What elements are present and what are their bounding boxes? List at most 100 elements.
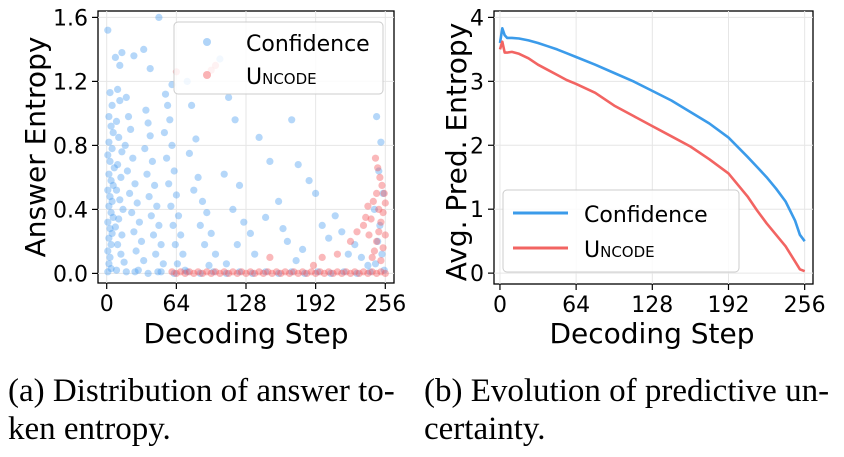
confidence-point: [201, 241, 209, 249]
panel-b-y-tick-label: 4: [470, 6, 484, 31]
confidence-point: [108, 197, 116, 205]
confidence-point: [299, 245, 307, 253]
panel-b-ticks: 0 64 128 192 256 0 1 2 3 4: [470, 6, 826, 318]
uncode-point: [325, 268, 333, 276]
uncode-point: [316, 268, 324, 276]
confidence-point: [143, 170, 151, 178]
confidence-point: [112, 117, 121, 125]
confidence-point: [181, 266, 189, 274]
confidence-point: [255, 133, 263, 141]
panel-a-scatter: 0 64 128 192 256 0.0 0.4 0.8 1.2 1.6 Decoding Ste…: [19, 6, 406, 350]
confidence-point: [127, 125, 135, 133]
confidence-point: [357, 253, 365, 261]
panel-b-legend-box: [502, 189, 740, 273]
uncode-point: [329, 269, 337, 277]
uncode-point: [367, 215, 375, 223]
panel-b-x-tick-label: 192: [707, 293, 749, 318]
confidence-point: [220, 170, 228, 178]
uncode-point: [251, 269, 259, 277]
confidence-point: [117, 250, 125, 258]
confidence-point: [275, 197, 283, 205]
uncode-point: [307, 268, 315, 276]
confidence-point: [153, 202, 161, 210]
panel-a-y-tick-label: 1.6: [53, 6, 88, 31]
uncode-point: [211, 268, 220, 276]
confidence-point: [327, 269, 335, 277]
confidence-point: [107, 265, 115, 273]
confidence-point: [283, 237, 291, 245]
confidence-point: [116, 61, 124, 69]
uncode-point: [255, 268, 263, 276]
uncode-point: [181, 269, 189, 277]
confidence-point: [112, 266, 121, 274]
confidence-point: [105, 138, 113, 146]
uncode-point: [320, 269, 328, 277]
panel-a-legend-box: [173, 21, 384, 95]
confidence-point: [331, 212, 339, 220]
confidence-point: [137, 237, 146, 245]
uncode-point: [381, 269, 389, 277]
confidence-point: [128, 209, 136, 217]
confidence-point: [123, 167, 131, 175]
panel-b-y-tick-label: 2: [470, 134, 484, 159]
confidence-point: [240, 218, 248, 226]
confidence-point: [159, 260, 167, 268]
confidence-point: [105, 113, 113, 121]
uncode-point: [364, 202, 372, 210]
panel-a-uncode-points: [168, 61, 389, 277]
confidence-point: [108, 229, 116, 237]
confidence-point: [133, 199, 141, 207]
uncode-point: [353, 228, 361, 236]
confidence-point: [251, 250, 259, 258]
legend-label-uncode: Uncode: [246, 65, 317, 90]
panel-a-x-tick-label: 256: [364, 292, 406, 317]
uncode-point: [364, 269, 372, 277]
confidence-point: [106, 157, 114, 165]
confidence-point: [161, 90, 170, 98]
uncode-point: [185, 268, 193, 276]
caption-b-line-1: (b) Evolution of predictive un-: [424, 373, 830, 409]
confidence-point: [209, 268, 217, 276]
confidence-point: [157, 268, 165, 276]
uncode-point: [369, 197, 377, 205]
confidence-point: [120, 258, 128, 266]
uncode-point: [177, 268, 185, 276]
uncode-point: [290, 268, 298, 276]
uncode-point: [268, 269, 276, 277]
uncode-point: [233, 269, 241, 277]
confidence-point: [173, 260, 181, 268]
confidence-point: [351, 241, 359, 249]
uncode-point: [333, 268, 341, 276]
uncode-point: [379, 209, 387, 217]
confidence-point: [132, 247, 140, 255]
confidence-point: [104, 247, 112, 255]
uncode-point: [373, 269, 381, 277]
confidence-point: [146, 65, 154, 73]
uncode-point: [266, 253, 274, 261]
confidence-point: [314, 268, 322, 276]
confidence-point: [105, 170, 113, 178]
panel-a-x-tick-label: 192: [295, 292, 337, 317]
panel-a-y-tick-label: 1.2: [53, 70, 88, 95]
confidence-point: [106, 253, 114, 261]
confidence-point: [130, 228, 138, 236]
panel-b-legend: Confidence Uncode: [502, 189, 740, 273]
confidence-point: [130, 52, 138, 60]
confidence-point: [112, 186, 121, 194]
confidence-point: [107, 177, 115, 185]
confidence-point: [172, 191, 180, 199]
confidence-point: [107, 209, 115, 217]
confidence-point: [198, 197, 207, 205]
confidence-point: [124, 113, 133, 121]
uncode-point: [294, 269, 302, 277]
panel-a-x-tick-label: 0: [100, 292, 114, 317]
uncode-point: [368, 253, 376, 261]
confidence-point: [370, 205, 378, 213]
confidence-point: [119, 205, 127, 213]
confidence-point: [377, 138, 385, 146]
uncode-point: [198, 269, 207, 277]
confidence-point: [131, 180, 139, 188]
confidence-point: [371, 260, 380, 268]
uncode-point: [374, 164, 382, 172]
uncode-point: [216, 269, 224, 277]
